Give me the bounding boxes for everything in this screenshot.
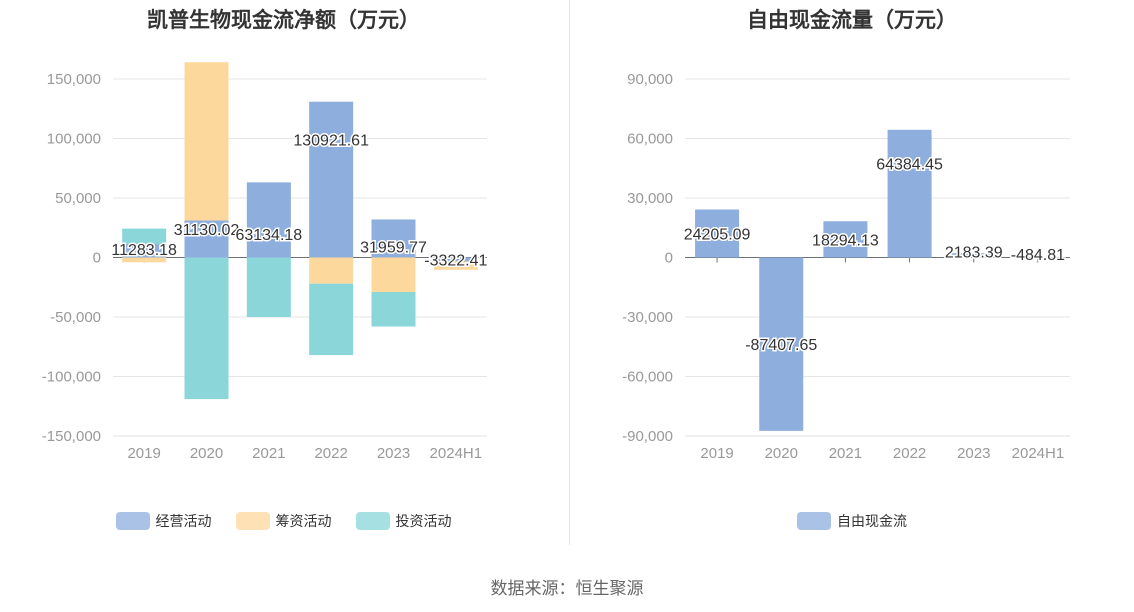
free-cash-flow-chart: 90,000 60,000 30,000 0 -30,000 -60,000 -90,000… [622, 71, 1070, 462]
chart-title: 凯普生物现金流净额（万元） [147, 9, 420, 32]
y-tick-label: -100,000 [42, 369, 101, 386]
bar-投资活动 [371, 292, 416, 327]
y-tick-label: -50,000 [50, 309, 101, 326]
panel-divider [569, 0, 570, 545]
data-label: -3322.41 [424, 252, 487, 269]
bar-投资活动 [122, 228, 167, 245]
x-tick-label: 2022 [314, 445, 347, 462]
chart-legend: 自由现金流 [570, 511, 1134, 531]
bar-经营活动 [371, 219, 416, 258]
legend-label: 自由现金流 [837, 513, 907, 529]
chart-title: 自由现金流量（万元） [747, 9, 957, 32]
x-tick-label: 2021 [829, 445, 862, 462]
legend-swatch [355, 512, 390, 530]
x-tick-label: 2024H1 [430, 445, 483, 462]
x-tick-label: 2021 [252, 445, 285, 462]
x-tick-label: 2019 [127, 445, 160, 462]
y-tick-label: 90,000 [627, 71, 673, 88]
x-tick-label: 2023 [377, 445, 410, 462]
legend-swatch [235, 512, 270, 530]
bar-经营活动 [309, 101, 354, 258]
data-label: 64384.45 [876, 157, 943, 174]
bar-投资活动 [309, 283, 354, 356]
data-label: 63134.18 [235, 227, 302, 244]
bar-经营活动 [122, 244, 167, 258]
data-label: 2183.39 [945, 244, 1003, 261]
bar-经营活动 [433, 257, 478, 262]
bar-自由现金流 [1015, 257, 1060, 259]
legend-item[interactable]: 自由现金流 [797, 511, 907, 531]
bar-筹资活动 [371, 257, 416, 293]
y-tick-label: -30,000 [622, 309, 673, 326]
bar-投资活动 [246, 257, 291, 317]
y-tick-label: 0 [665, 250, 673, 267]
x-tick-label: 2023 [957, 445, 990, 462]
data-label: 31130.02 [174, 222, 240, 239]
data-label: 11283.18 [111, 242, 177, 259]
legend-label: 经营活动 [155, 513, 212, 529]
legend-swatch [115, 512, 150, 530]
bar-自由现金流 [823, 221, 868, 258]
data-label: -87407.65 [745, 337, 817, 354]
bar-筹资活动 [309, 257, 354, 284]
bar-筹资活动 [433, 261, 478, 270]
chart-legend: 经营活动 筹资活动 投资活动 [0, 511, 567, 531]
x-tick-label: 2020 [765, 445, 798, 462]
data-label: 24205.09 [684, 226, 751, 243]
y-tick-label: 60,000 [627, 131, 673, 148]
cash-flow-net-chart: 150,000 100,000 50,000 0 -50,000 -100,000 -150… [42, 62, 489, 462]
data-label: -484.81 [1011, 247, 1065, 264]
data-label: 31959.77 [360, 239, 427, 256]
y-tick-label: 100,000 [47, 131, 101, 148]
y-tick-label: 30,000 [627, 190, 673, 207]
x-tick-label: 2022 [893, 445, 926, 462]
y-tick-label: 50,000 [55, 190, 101, 207]
legend-item[interactable]: 投资活动 [355, 511, 452, 531]
bar-经营活动 [246, 182, 291, 258]
y-tick-label: -60,000 [622, 369, 673, 386]
x-tick-label: 2020 [190, 445, 223, 462]
y-tick-label: 150,000 [47, 71, 101, 88]
legend-swatch [797, 512, 831, 530]
legend-label: 投资活动 [395, 513, 452, 529]
bar-自由现金流 [951, 253, 996, 258]
y-tick-label: 0 [93, 250, 101, 267]
bar-筹资活动 [184, 62, 229, 221]
legend-item[interactable]: 经营活动 [115, 511, 212, 531]
data-source-note: 数据来源：恒生聚源 [490, 579, 644, 598]
legend-item[interactable]: 筹资活动 [235, 511, 332, 531]
bar-经营活动 [184, 220, 229, 258]
bar-投资活动 [184, 257, 229, 400]
y-tick-label: -90,000 [622, 428, 673, 445]
y-tick-label: -150,000 [42, 428, 101, 445]
bar-自由现金流 [759, 257, 804, 431]
x-tick-label: 2024H1 [1012, 445, 1065, 462]
free-cash-flow-chart-panel: 自由现金流量（万元） 90,000 60,000 30,000 0 -30,000 -60… [570, 0, 1134, 545]
bar-自由现金流 [695, 209, 740, 258]
data-label: 18294.13 [812, 232, 879, 249]
x-tick-label: 2019 [700, 445, 733, 462]
legend-label: 筹资活动 [275, 513, 332, 529]
data-label: 130921.61 [293, 133, 369, 150]
bar-筹资活动 [122, 257, 167, 263]
bar-自由现金流 [887, 129, 932, 258]
cash-flow-net-chart-panel: 凯普生物现金流净额（万元） 150,000 100,000 50,000 0 -50,0… [0, 0, 567, 545]
